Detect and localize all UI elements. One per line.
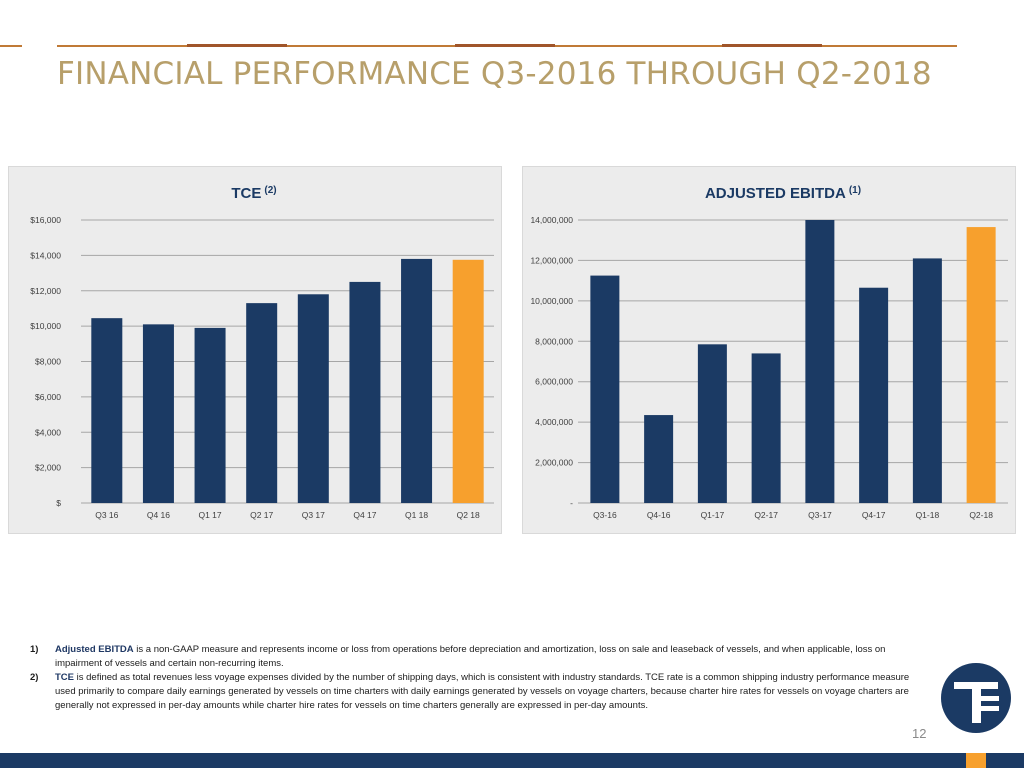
x-tick-label: Q4 16 — [147, 510, 170, 520]
bottom-bar — [0, 753, 1024, 768]
x-tick-label: Q2 18 — [457, 510, 480, 520]
bar — [452, 259, 484, 503]
bar — [966, 227, 996, 503]
chart-title: ADJUSTED EBITDA (1) — [705, 185, 861, 202]
page-title: FINANCIAL PERFORMANCE Q3-2016 THROUGH Q2… — [57, 56, 932, 92]
y-tick-label: $8,000 — [35, 357, 61, 367]
bar — [751, 353, 781, 503]
header-rule-accent — [187, 44, 287, 47]
y-tick-label: 14,000,000 — [530, 215, 573, 225]
y-tick-label: $6,000 — [35, 392, 61, 402]
x-tick-label: Q4 17 — [353, 510, 376, 520]
bar — [590, 275, 620, 503]
bar — [349, 281, 381, 503]
y-tick-label: $ — [56, 498, 61, 508]
bar — [912, 258, 942, 503]
header-rule-accent — [455, 44, 555, 47]
company-logo — [941, 663, 1011, 733]
x-tick-label: Q1 18 — [405, 510, 428, 520]
footnote-2: 2) TCE is defined as total revenues less … — [30, 671, 910, 713]
y-tick-label: - — [570, 498, 573, 508]
footnote-term: TCE — [55, 672, 74, 683]
ebitda-chart: ADJUSTED EBITDA (1) - 2,000,000 4,000,000 6,0… — [530, 185, 1008, 520]
bar — [859, 287, 889, 503]
tce-chart-panel: TCE (2) $ $2,000 $4,000 $6,000 $8,000 $10,000 $1… — [8, 166, 502, 534]
bar — [401, 258, 433, 503]
tce-chart: TCE (2) $ $2,000 $4,000 $6,000 $8,000 $10,000 $1… — [30, 185, 494, 520]
x-tick-label: Q2 17 — [250, 510, 273, 520]
footnote-number: 1) — [30, 644, 39, 655]
bar — [142, 324, 174, 503]
footnote-text: is a non-GAAP measure and represents inc… — [55, 644, 886, 669]
y-tick-label: $4,000 — [35, 427, 61, 437]
chart-title: TCE (2) — [231, 185, 276, 202]
bar — [805, 220, 835, 503]
bottom-accent — [966, 753, 986, 768]
footnote-term: Adjusted EBITDA — [55, 644, 134, 655]
header-rule — [0, 45, 22, 47]
x-tick-label: Q3 17 — [302, 510, 325, 520]
ebitda-chart-panel: ADJUSTED EBITDA (1) - 2,000,000 4,000,000 6,0… — [522, 166, 1016, 534]
bar — [697, 344, 727, 503]
header-rule-accent — [722, 44, 822, 47]
bar — [644, 415, 674, 503]
y-tick-label: $14,000 — [30, 250, 61, 260]
y-tick-label: 8,000,000 — [535, 336, 573, 346]
x-tick-label: Q1 17 — [198, 510, 221, 520]
x-tick-label: Q3 16 — [95, 510, 118, 520]
y-tick-label: 4,000,000 — [535, 417, 573, 427]
y-tick-label: $2,000 — [35, 463, 61, 473]
y-tick-label: 2,000,000 — [535, 458, 573, 468]
x-tick-label: Q2-18 — [969, 510, 993, 520]
x-tick-label: Q3-16 — [593, 510, 617, 520]
page-number: 12 — [912, 726, 927, 741]
y-tick-label: $12,000 — [30, 286, 61, 296]
x-tick-label: Q1-18 — [916, 510, 940, 520]
x-tick-label: Q4-17 — [862, 510, 886, 520]
x-tick-label: Q1-17 — [701, 510, 725, 520]
footnote-text: is defined as total revenues less voyage… — [55, 672, 910, 711]
x-tick-label: Q4-16 — [647, 510, 671, 520]
footnote-number: 2) — [30, 672, 39, 683]
footnote-1: 1) Adjusted EBITDA is a non-GAAP measure … — [30, 643, 910, 671]
bar — [297, 294, 329, 503]
y-tick-label: 12,000,000 — [530, 255, 573, 265]
footnotes: 1) Adjusted EBITDA is a non-GAAP measure … — [30, 643, 910, 713]
bar — [194, 327, 226, 503]
y-tick-label: 6,000,000 — [535, 377, 573, 387]
bar — [91, 318, 123, 503]
x-tick-label: Q2-17 — [754, 510, 778, 520]
x-tick-label: Q3-17 — [808, 510, 832, 520]
y-tick-label: 10,000,000 — [530, 296, 573, 306]
y-tick-label: $16,000 — [30, 215, 61, 225]
y-tick-label: $10,000 — [30, 321, 61, 331]
bar — [246, 303, 278, 503]
